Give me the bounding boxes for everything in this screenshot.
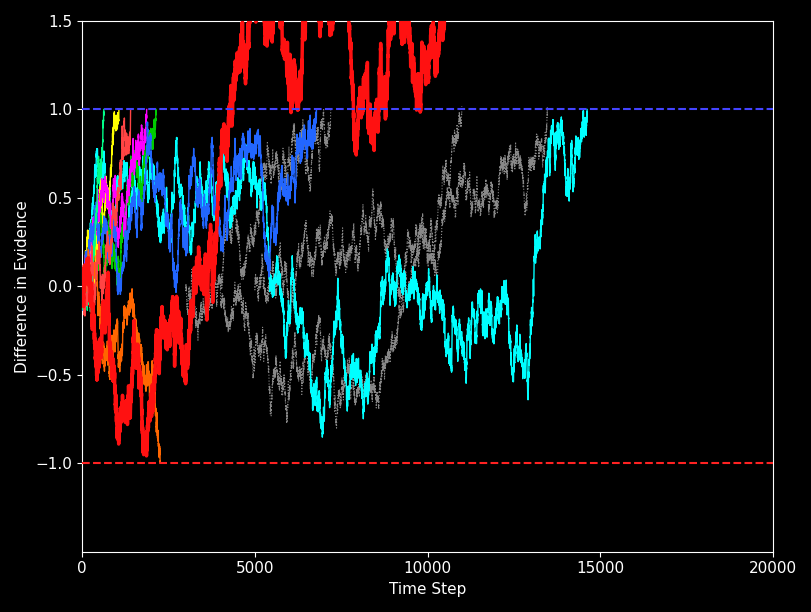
X-axis label: Time Step: Time Step: [388, 582, 466, 597]
Y-axis label: Difference in Evidence: Difference in Evidence: [15, 200, 30, 373]
